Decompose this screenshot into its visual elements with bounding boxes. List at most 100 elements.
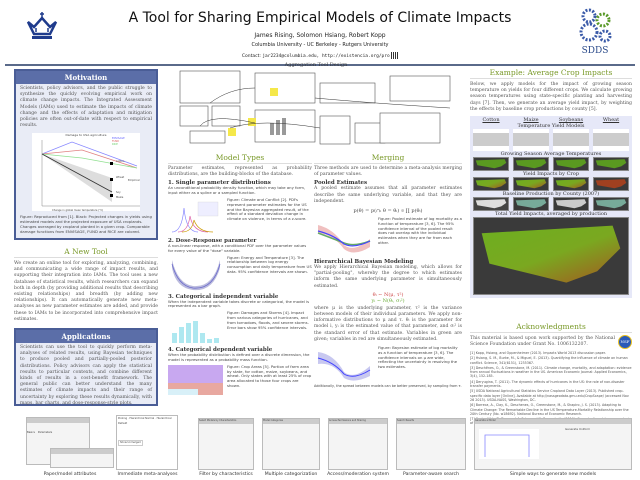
model-type-caption: Figure: Energy and Temperature [3]. The … [227, 254, 312, 274]
row-label: Baseline Production by County (2007) [502, 191, 600, 198]
row-label: Yield Impacts by Crop [522, 171, 580, 178]
reference: [6] Barreca, A., Clay, K., Deschenes, O.… [470, 403, 629, 416]
example-heading: Example: Average Crop Impacts [470, 68, 632, 79]
production-map [473, 197, 509, 212]
pooled-text: A pooled estimate assumes that all param… [314, 186, 462, 204]
hbm-footnote: Additionally, the spread between models … [314, 384, 462, 389]
crop-label: Wheat [116, 176, 125, 180]
merging-section: Merging Three methods are used to determ… [314, 153, 462, 389]
motivation-text: Scientists, policy advisors, and the pub… [20, 86, 152, 129]
window-title: Access Permissions and Sharing [329, 419, 387, 424]
pdf-chart [168, 198, 223, 236]
pooled-chart [314, 217, 374, 256]
figure-title: Damage to USA agriculture [65, 133, 107, 138]
screenshot-access: Access Permissions and Sharing [328, 418, 388, 470]
merging-intro: Three methods are used to determine a me… [314, 166, 462, 178]
crop-maize: Maize [523, 117, 539, 124]
model-type-heading: 3. Categorical independent variable [168, 293, 279, 300]
hbm-chart [314, 346, 374, 383]
sdds-label: SDDS [581, 46, 609, 56]
reference: [4] Deryugina, T. (2011). The dynamic ef… [470, 379, 625, 389]
acknowledgments-text: This material is based upon work support… [470, 335, 615, 347]
reference: [1] Kopp, Hsiang, and Oppenheimer (2013)… [470, 351, 606, 355]
model-type-heading: 1. Single parameter distributions [168, 180, 271, 187]
window-title: Generate a Model [475, 419, 631, 424]
temperature-map [593, 157, 629, 172]
show-unmerged-button: Show Unmerged [118, 439, 143, 447]
applications-heading: Applications [16, 330, 156, 343]
generate-uniform-label: Generate Uniform [565, 427, 591, 431]
figure-legend: ENVISAGE FUND RICE [112, 137, 125, 146]
affiliations: Columbia University - UC Berkeley - Rutg… [251, 42, 389, 48]
merging-heading: Merging [314, 153, 462, 164]
screenshot-caption: Filter by characteristics [199, 472, 253, 477]
pooled-equation: p(θ) = p(∩ᵢ θ = θᵢ) ∝ ∏ p(θᵢ) [353, 208, 423, 215]
crop-label: Cotton [116, 160, 125, 164]
screenshot-caption: Multiple categorization [264, 472, 318, 477]
screenshot-paper-parameters [50, 448, 114, 468]
empirical-label: Empirical [128, 179, 140, 183]
crop-area-chart [168, 364, 223, 395]
design-diagram [179, 70, 451, 145]
temperature-map [473, 157, 509, 172]
model-type-desc: When the probability distribution is def… [168, 352, 310, 362]
tab-hier-default: Hierarchical Default [118, 417, 172, 425]
aggregation-heading: Aggregation Tool Design [284, 62, 348, 68]
model-type-heading: 4. Categorical dependent variable [168, 347, 273, 354]
temperature-map [553, 157, 589, 172]
model-types-heading: Model Types [168, 153, 312, 164]
example-text: Below, we apply models for the impact of… [470, 82, 632, 112]
model-type-desc: When the independent variable takes disc… [168, 298, 310, 309]
window-title: Select Models by Characteristics [199, 419, 253, 424]
model-type-desc: An unconditional probability density fun… [168, 185, 306, 196]
production-map [593, 197, 629, 212]
tab-label: Basics [27, 431, 35, 434]
uniform-plot [479, 429, 539, 459]
nsf-logo: NSF [618, 335, 632, 349]
reference: [5] USDA National Agricultural Statistic… [470, 389, 629, 402]
sdds-logo: SDDS [570, 6, 620, 58]
new-tool-text: We create an online tool for exploring, … [14, 261, 158, 322]
tab-pooling: Pooling [118, 417, 128, 420]
screenshot-categorization: Model Categories [262, 418, 320, 470]
legend-envisage: ENVISAGE [112, 137, 125, 141]
yield-impact-map [513, 177, 549, 192]
authors: James Rising, Solomon Hsiang, Robert Kop… [254, 32, 386, 39]
columbia-crown-logo [24, 10, 60, 46]
row-label: Total Yield Impacts, averaged by product… [494, 211, 608, 218]
screenshot-caption: Simple ways to generate new models [509, 472, 597, 477]
hbm-text-2: where μ is the underlying parameter, τ² … [314, 305, 462, 342]
applications-text: Scientists can use the tool to quickly p… [20, 345, 152, 406]
applications-box: Applications Scientists can use the tool… [14, 328, 158, 406]
model-type-caption: Figure: Climate and Conflict [2]. PDFs r… [227, 197, 309, 222]
row-label: Temperature Yield Models [517, 123, 585, 130]
damage-chart [41, 140, 140, 207]
model-type-caption: Figure: Damages and Storms [4]. Impact f… [227, 310, 309, 330]
production-map [513, 197, 549, 212]
screenshot-caption: Access/moderation system [327, 472, 389, 477]
model-types-intro: Parameter estimates, represented as prob… [168, 166, 312, 178]
yield-model-plot [473, 129, 509, 152]
screenshot-caption: Parameter-aware search [403, 472, 459, 477]
header-divider [5, 64, 635, 66]
new-tool-heading: A New Tool [14, 247, 158, 258]
legend-fund: FUND [112, 140, 120, 144]
screenshot-search: Search Results [396, 418, 466, 470]
motivation-caption: Figure: Reproduced from [1]. Black: Proj… [20, 214, 152, 234]
crop-wheat: Wheat [602, 117, 620, 124]
contact-link[interactable]: jar2234@columbia.edu, http://existencia.… [262, 54, 390, 59]
model-type-desc: A non-linear response, with a conditiona… [168, 243, 307, 253]
model-type-caption: Figure: Crop Areas [5]. Portion of farm … [227, 363, 312, 388]
acknowledgments-section: Acknowledgments This material is based u… [470, 322, 632, 427]
new-tool-section: A New Tool We create an online tool for … [14, 247, 158, 323]
model-types-section: Model Types Parameter estimates, represe… [168, 153, 312, 395]
motivation-figure: Damage to USA agriculture ENVISAGE FUND RI… [32, 133, 140, 213]
yield-impact-map [553, 177, 589, 192]
hbm-equation-2: yᵢ ∼ N(θᵢ, σᵢ²) [371, 297, 405, 304]
crop-grid: Cotton Maize Soybeans Wheat Temperature … [470, 116, 632, 299]
screenshot-generate: Generate a Model Generate Uniform [474, 418, 632, 470]
contact-label: Contact: [241, 54, 261, 59]
x-axis-label: Change in global mean temperature (°C) [52, 209, 104, 213]
model-type-heading: 2. Dose-Response parameter [168, 238, 257, 244]
screenshot-meta-analyses: Pooling · Hierarchical Normal · Hierarch… [116, 415, 178, 470]
